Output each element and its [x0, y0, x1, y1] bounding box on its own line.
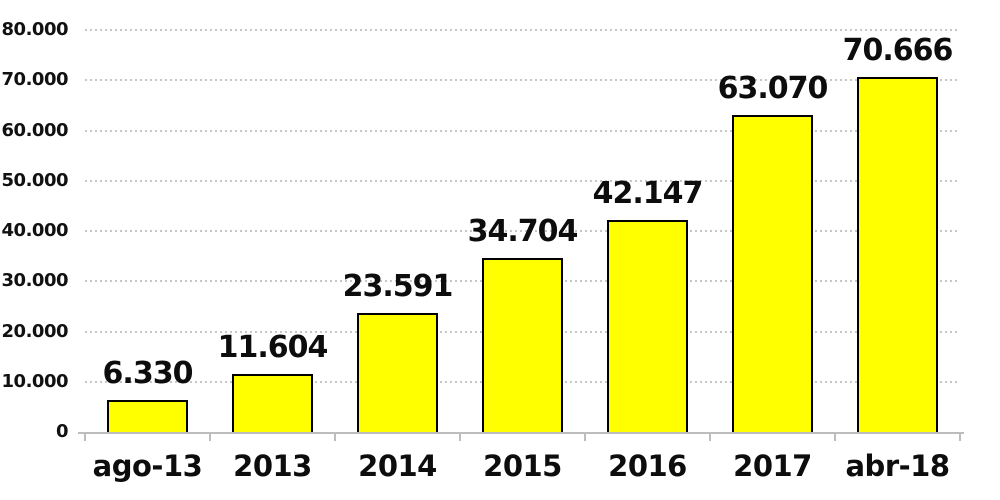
bar: [732, 115, 813, 432]
y-tick-label: 50.000: [1, 169, 69, 191]
x-category-label: ago-13: [92, 449, 203, 483]
bar-column-abr-18: 70.666: [835, 30, 960, 432]
gridline-50000: [85, 179, 960, 182]
bar: [857, 76, 938, 432]
y-tick-label: 10.000: [1, 370, 69, 392]
bar-column-2017: 63.070: [710, 30, 835, 432]
bar-column-2013: 11.604: [210, 30, 335, 432]
gridline-40000: [85, 230, 960, 232]
bar-value-label: 70.666: [842, 32, 954, 68]
bar-value-label: 11.604: [217, 329, 329, 365]
x-category-label: 2014: [358, 449, 437, 483]
bar-column-2014: 23.591: [335, 30, 460, 432]
y-tick-label: 70.000: [1, 69, 69, 91]
x-category-label: 2016: [608, 449, 687, 483]
x-category-label: 2013: [233, 449, 312, 483]
bar-column-2016: 42.147: [585, 30, 710, 432]
bar: [357, 313, 438, 432]
y-tick-label: 0: [55, 421, 69, 442]
bar-value-label: 42.147: [592, 176, 704, 212]
bar-column-ago-13: 6.330: [85, 30, 210, 432]
y-tick-label: 30.000: [1, 270, 69, 292]
x-axis-line: [78, 432, 964, 434]
y-tick-label: 40.000: [1, 220, 69, 241]
x-axis-tick: [459, 432, 461, 441]
x-axis-tick: [334, 432, 336, 441]
bar-value-label: 34.704: [467, 213, 579, 249]
bar-value-label: 6.330: [102, 356, 194, 392]
y-tick-label: 20.000: [1, 320, 69, 342]
x-category-label: 2015: [483, 449, 562, 483]
bar: [607, 220, 688, 432]
bar: [107, 400, 188, 432]
x-axis-tick: [709, 432, 711, 441]
y-tick-label: 80.000: [1, 19, 69, 40]
gridline-70000: [85, 79, 960, 82]
x-axis-tick: [209, 432, 211, 441]
x-category-label: abr-18: [845, 449, 950, 483]
y-tick-label: 60.000: [1, 119, 69, 141]
bar: [482, 257, 563, 432]
x-category-label: 2017: [733, 449, 812, 483]
gridline-80000: [85, 29, 960, 31]
x-axis-tick: [834, 432, 836, 441]
x-axis-tick: [959, 432, 961, 441]
bar: [232, 373, 313, 432]
bar-column-2015: 34.704: [460, 30, 585, 432]
bar-value-label: 23.591: [342, 269, 454, 305]
x-axis-tick: [84, 432, 86, 441]
bar-value-label: 63.070: [717, 71, 829, 107]
gridline-60000: [85, 129, 960, 132]
x-axis-tick: [584, 432, 586, 441]
